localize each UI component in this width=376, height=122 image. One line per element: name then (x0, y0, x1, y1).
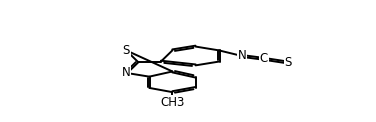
Text: N: N (122, 66, 130, 79)
Text: S: S (285, 56, 292, 69)
Text: S: S (123, 44, 130, 57)
Text: N: N (238, 50, 246, 62)
Text: C: C (259, 52, 268, 65)
Text: CH3: CH3 (160, 97, 185, 109)
